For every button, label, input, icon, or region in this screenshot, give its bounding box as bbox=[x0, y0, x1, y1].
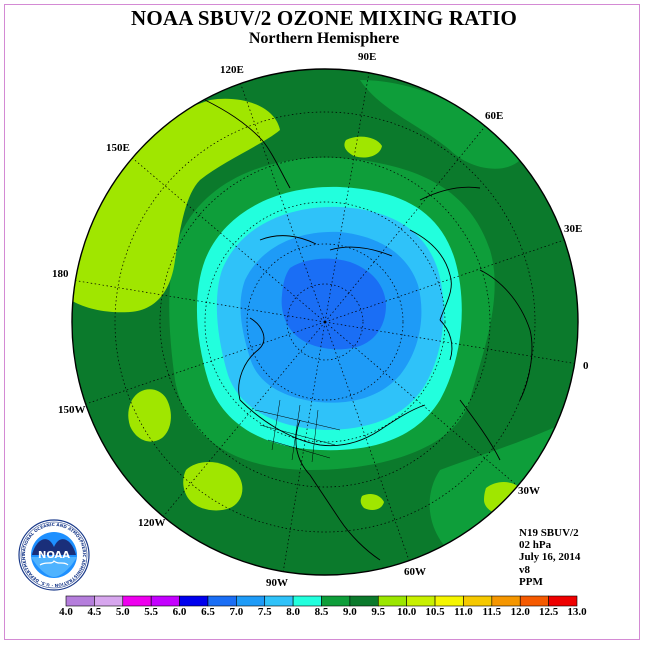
lon-label-60e: 60E bbox=[485, 110, 504, 122]
lon-label-150w: 150W bbox=[58, 404, 86, 416]
lon-label-30w: 30W bbox=[518, 485, 540, 497]
colorbar-tick-label: 12.0 bbox=[510, 606, 530, 618]
colorbar-tick-label: 7.0 bbox=[229, 606, 244, 618]
ozone-band-9-5-atlantic bbox=[484, 482, 522, 515]
colorbar-tick-label: 10.0 bbox=[397, 606, 417, 618]
coastlines bbox=[204, 99, 533, 561]
lon-label-30e: 30E bbox=[564, 223, 583, 235]
graticule-parallels bbox=[114, 111, 536, 533]
colorbar-tick-label: 5.0 bbox=[115, 606, 130, 618]
figure-subtitle: Northern Hemisphere bbox=[248, 30, 400, 47]
lon-label-90e: 90E bbox=[358, 51, 377, 63]
info-units: PPM bbox=[519, 575, 543, 588]
lon-label-150e: 150E bbox=[106, 142, 130, 154]
info-version: v8 bbox=[519, 563, 530, 576]
colorbar-tick-label: 13.0 bbox=[567, 606, 587, 618]
colorbar-tick-label: 11.5 bbox=[482, 606, 502, 618]
lon-label-120e: 120E bbox=[220, 64, 244, 76]
info-block: N19 SBUV/2 02 hPa July 16, 2014 v8 PPM bbox=[519, 527, 580, 588]
ozone-band-8-5-east bbox=[360, 80, 520, 169]
svg-text:NOAA: NOAA bbox=[38, 550, 70, 561]
lon-label-60w: 60W bbox=[404, 566, 426, 578]
state-boundaries bbox=[254, 399, 341, 463]
colorbar-tick-label: 4.5 bbox=[87, 606, 102, 618]
colorbar-tick-label: 5.5 bbox=[144, 606, 159, 618]
lon-label-0: 0 bbox=[583, 360, 589, 372]
lon-label-120w: 120W bbox=[138, 517, 166, 529]
colorbar-tick-label: 10.5 bbox=[425, 606, 445, 618]
ozone-band-6-5 bbox=[281, 258, 386, 350]
colorbar-tick-label: 7.5 bbox=[257, 606, 272, 618]
noaa-logo: NATIONAL OCEANIC AND ATMOSPHERIC ADMINIS… bbox=[18, 519, 90, 591]
info-date: July 16, 2014 bbox=[519, 551, 581, 564]
colorbar-tick-label: 11.0 bbox=[454, 606, 473, 618]
figure-frame bbox=[4, 4, 640, 640]
ozone-band-9-5-southwest bbox=[183, 461, 243, 511]
map-boundary bbox=[71, 68, 579, 576]
ozone-band-9-5-west bbox=[128, 389, 171, 442]
colorbar-tick-label: 6.0 bbox=[172, 606, 187, 618]
info-level: 02 hPa bbox=[519, 539, 552, 552]
info-instrument: N19 SBUV/2 bbox=[519, 527, 579, 539]
colorbar-tick-label: 4.0 bbox=[59, 606, 73, 618]
colorbar-tick-label: 9.5 bbox=[371, 606, 386, 618]
colorbar-tick-label: 6.5 bbox=[201, 606, 215, 618]
colorbar-tick-label: 8.5 bbox=[314, 606, 329, 618]
colorbar-tick-label: 9.0 bbox=[343, 606, 357, 618]
colorbar-tick-label: 12.5 bbox=[538, 606, 559, 618]
ozone-band-9-5-caribbean bbox=[360, 494, 384, 510]
lon-label-90w: 90W bbox=[266, 577, 288, 589]
graticule-meridians bbox=[72, 69, 578, 574]
ozone-band-9-5-north bbox=[344, 136, 382, 158]
figure-title: NOAA SBUV/2 OZONE MIXING RATIO bbox=[131, 6, 517, 30]
lon-label-180: 180 bbox=[52, 268, 69, 280]
colorbar-tick-label: 8.0 bbox=[286, 606, 300, 618]
